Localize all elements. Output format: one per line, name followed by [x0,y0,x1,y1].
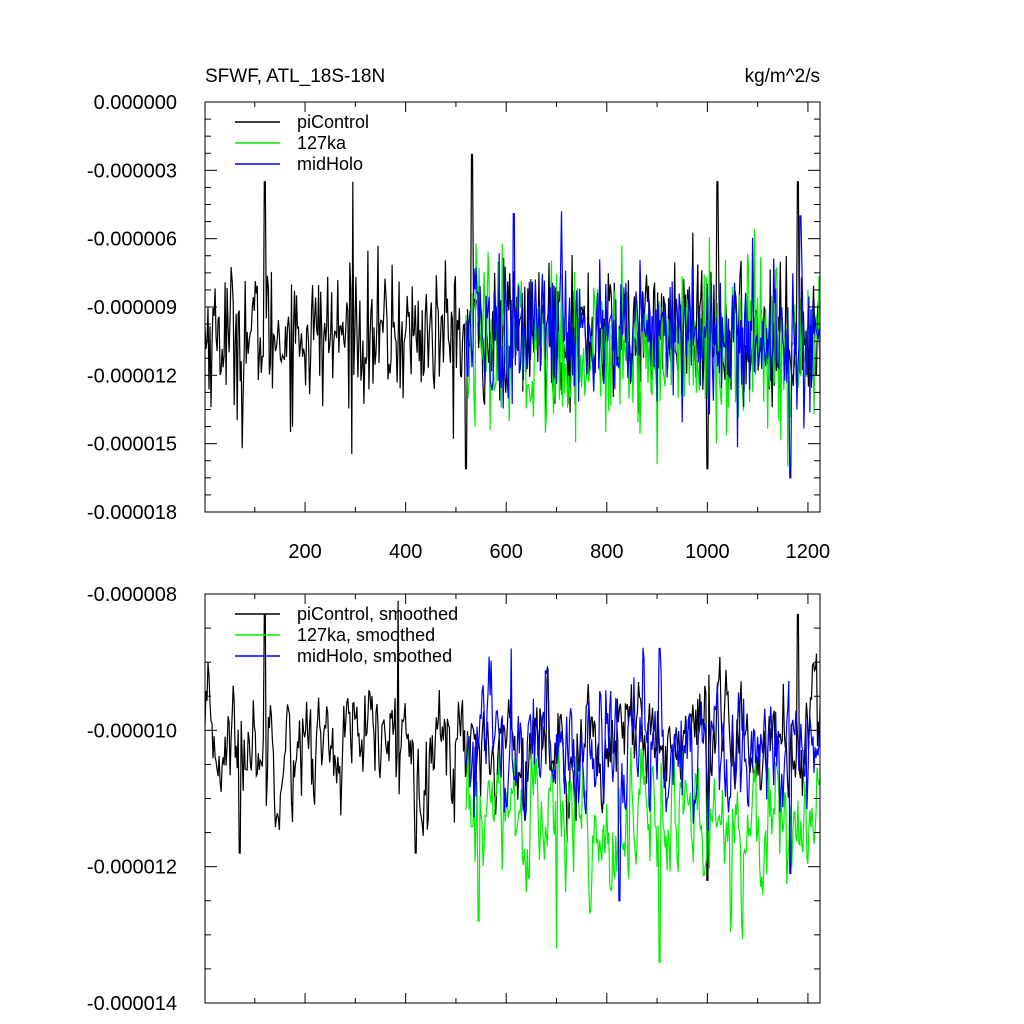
tick-layer-bottom: -0.000008 -0.000010 -0.000012 -0.000014 [87,584,820,1015]
legend-label: midHolo [297,154,363,174]
panel-bottom: -0.000008 -0.000010 -0.000012 -0.000014 piC… [87,584,821,1015]
y-tick-label: -0.000012 [87,365,177,387]
y-tick-label: -0.000009 [87,297,177,319]
y-tick-label: -0.000006 [87,229,177,251]
series-layer-top [204,153,821,479]
series-line-127ka-smoothed [465,735,821,963]
x-tick-label: 1200 [786,541,831,563]
legend-label: piControl [297,112,369,132]
x-tick-label: 600 [490,541,523,563]
y-tick-label: -0.000018 [87,502,177,524]
x-tick-label: 200 [288,541,321,563]
x-tick-label: 800 [590,541,623,563]
y-tick-label: -0.000014 [87,993,177,1015]
y-tick-label: -0.000003 [87,160,177,182]
y-tick-label: -0.000012 [87,857,177,879]
tick-layer-top: 200 400 600 800 1000 1200 0.000000 -0.000003 -0.… [87,92,830,563]
legend-label: midHolo, smoothed [297,646,452,666]
plot-frame-bottom [204,593,821,1004]
plot-frame-top [204,101,821,513]
legend-label: piControl, smoothed [297,604,458,624]
legend-label: 127ka, smoothed [297,625,435,645]
panel-units: kg/m^2/s [745,66,820,87]
series-line-midholo-smoothed [465,647,821,902]
series-line-midholo [465,211,821,479]
y-tick-label: -0.000008 [87,584,177,606]
x-tick-label: 400 [389,541,422,563]
y-tick-label: -0.000015 [87,434,177,456]
panel-title: SFWF, ATL_18S-18N [205,66,385,87]
panel-top: SFWF, ATL_18S-18N kg/m^2/s 200 400 600 800 1… [87,66,830,563]
x-tick-label: 1000 [685,541,730,563]
y-tick-label: -0.000010 [87,720,177,742]
y-tick-label: 0.000000 [94,92,177,114]
legend-label: 127ka [297,133,347,153]
series-layer-bottom [204,600,821,963]
